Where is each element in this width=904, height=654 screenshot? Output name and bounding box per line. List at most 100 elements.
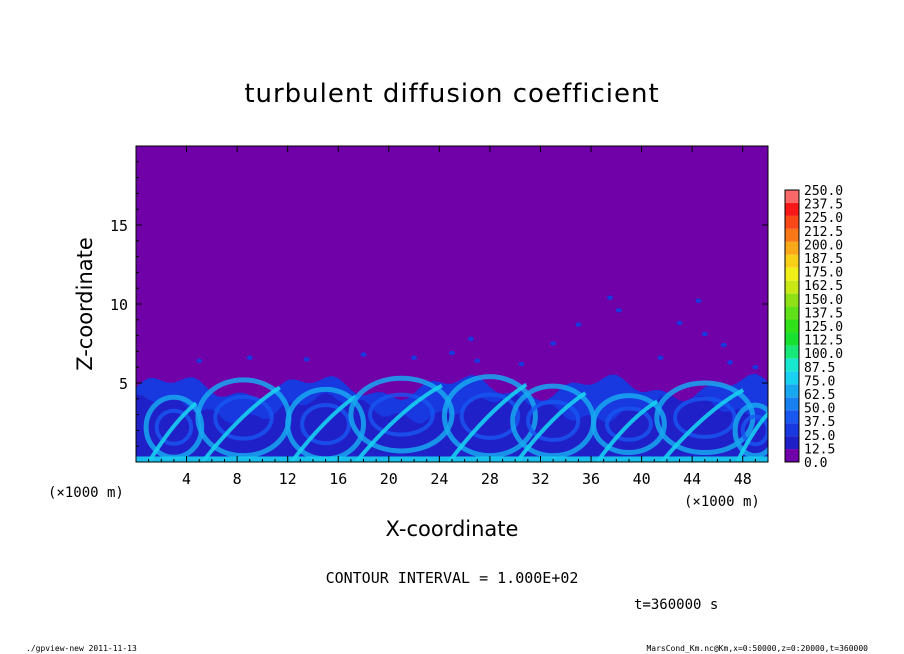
y-tick-label: 10 <box>110 296 128 314</box>
colorbar-label: 250.0 <box>804 184 843 199</box>
turbulent-blob <box>575 322 582 327</box>
turbulent-blob <box>246 355 253 360</box>
eddy-inner <box>368 392 435 437</box>
colorbar-swatch <box>785 397 799 411</box>
colorbar-swatch <box>785 345 799 359</box>
x-axis: 4 8 12 16 20 24 28 32 36 40 44 48 <box>148 146 756 488</box>
colorbar-swatch <box>785 254 799 268</box>
colorbar-swatch <box>785 190 799 203</box>
eddy-plume <box>660 388 745 462</box>
colorbar-label: 212.5 <box>804 225 843 240</box>
eddy-plume <box>595 399 659 462</box>
colorbar-swatch <box>785 449 799 462</box>
colorbar-label: 62.5 <box>804 388 835 403</box>
colorbar-swatch <box>785 202 799 216</box>
colorbar-swatch <box>785 332 799 346</box>
eddy-outer <box>732 402 768 459</box>
eddy-plume <box>289 394 358 462</box>
colorbar-frame <box>784 189 800 463</box>
eddy-plume <box>735 410 768 462</box>
turbulent-blob <box>727 360 734 365</box>
colorbar-label: 37.5 <box>804 415 835 430</box>
eddy-plume <box>200 385 281 462</box>
eddy-plume <box>147 401 198 462</box>
turbulent-blob <box>360 352 367 357</box>
x-tick-label: 32 <box>531 470 549 488</box>
eddy-inner <box>300 402 352 446</box>
x-tick-label: 4 <box>182 470 191 488</box>
colorbar-label: 237.5 <box>804 198 843 213</box>
x-tick-label: 40 <box>633 470 651 488</box>
time-label: t=360000 s <box>634 597 718 613</box>
colorbar-swatch <box>785 319 799 333</box>
eddy-plume <box>447 382 528 462</box>
colorbar-swatch <box>785 293 799 307</box>
colorbar-swatch <box>785 358 799 372</box>
colorbar-swatch <box>785 228 799 242</box>
x-unit-left: (×1000 m) <box>48 485 124 501</box>
colorbar-label: 125.0 <box>804 320 843 335</box>
turbulent-blob <box>449 350 455 356</box>
contour-interval-text: CONTOUR INTERVAL = 1.000E+02 <box>326 569 579 587</box>
x-tick-label: 20 <box>380 470 398 488</box>
turbulent-blob <box>411 355 418 360</box>
y-tick-label: 15 <box>110 217 128 235</box>
colorbar-label: 137.5 <box>804 306 843 321</box>
turbulent-blob <box>474 358 481 364</box>
colorbar-swatch <box>785 436 799 450</box>
turbulent-blob <box>518 361 525 367</box>
colorbar-label: 187.5 <box>804 252 843 267</box>
colorbar-swatch <box>785 241 799 255</box>
x-tick-label: 16 <box>329 470 347 488</box>
colorbar-swatch <box>785 371 799 385</box>
x-tick-label: 44 <box>683 470 701 488</box>
y-axis: 5 10 15 <box>110 161 768 447</box>
eddy-inner <box>213 394 274 441</box>
eddy-outer <box>591 393 667 456</box>
turbulent-blob <box>720 342 727 348</box>
eddy-plume <box>354 383 443 462</box>
eddy-inner <box>673 396 737 439</box>
colorbar-label: 112.5 <box>804 334 843 349</box>
colorbar-label: 100.0 <box>804 347 843 362</box>
turbulent-blob <box>695 298 702 304</box>
turbulent-blob <box>752 365 759 370</box>
colorbar-swatch <box>785 280 799 294</box>
y-tick-label: 5 <box>119 375 128 393</box>
colorbar-label: 175.0 <box>804 266 843 281</box>
colorbar-label: 162.5 <box>804 279 843 294</box>
colorbar: 0.012.525.037.550.062.575.087.5100.0112.… <box>784 184 843 471</box>
y-axis-label: Z-coordinate <box>73 237 97 371</box>
field-layer <box>136 295 768 462</box>
x-tick-label: 36 <box>582 470 600 488</box>
turbulent-blob <box>303 357 310 362</box>
turbulent-blob <box>676 320 683 326</box>
eddy-inner <box>154 408 194 446</box>
turbulent-blob <box>550 341 557 346</box>
x-tick-label: 12 <box>279 470 297 488</box>
turbulent-blob <box>657 355 664 360</box>
x-tick-label: 48 <box>734 470 752 488</box>
footer-right: MarsCond_Km.nc@Km,x=0:50000,z=0:20000,t=… <box>646 644 868 653</box>
eddy-plume <box>515 391 587 462</box>
colorbar-swatch <box>785 410 799 424</box>
footer-left: ./gpview-new 2011-11-13 <box>26 644 137 653</box>
eddy-inner <box>526 399 581 443</box>
turbulent-blob <box>607 295 613 300</box>
colorbar-label: 200.0 <box>804 238 843 253</box>
chart-title: turbulent diffusion coefficient <box>244 79 659 109</box>
x-tick-label: 24 <box>430 470 448 488</box>
x-tick-label: 8 <box>233 470 242 488</box>
colorbar-label: 0.0 <box>804 456 827 471</box>
eddy-inner <box>459 392 521 440</box>
colorbar-label: 25.0 <box>804 429 835 444</box>
x-tick-label: 28 <box>481 470 499 488</box>
turbulent-blob <box>196 358 203 364</box>
colorbar-swatch <box>785 215 799 229</box>
turbulent-blob <box>467 336 474 341</box>
colorbar-swatch <box>785 384 799 398</box>
x-unit-right: (×1000 m) <box>684 494 760 510</box>
colorbar-swatch <box>785 306 799 320</box>
colorbar-label: 225.0 <box>804 211 843 226</box>
eddy-inner <box>605 406 653 442</box>
